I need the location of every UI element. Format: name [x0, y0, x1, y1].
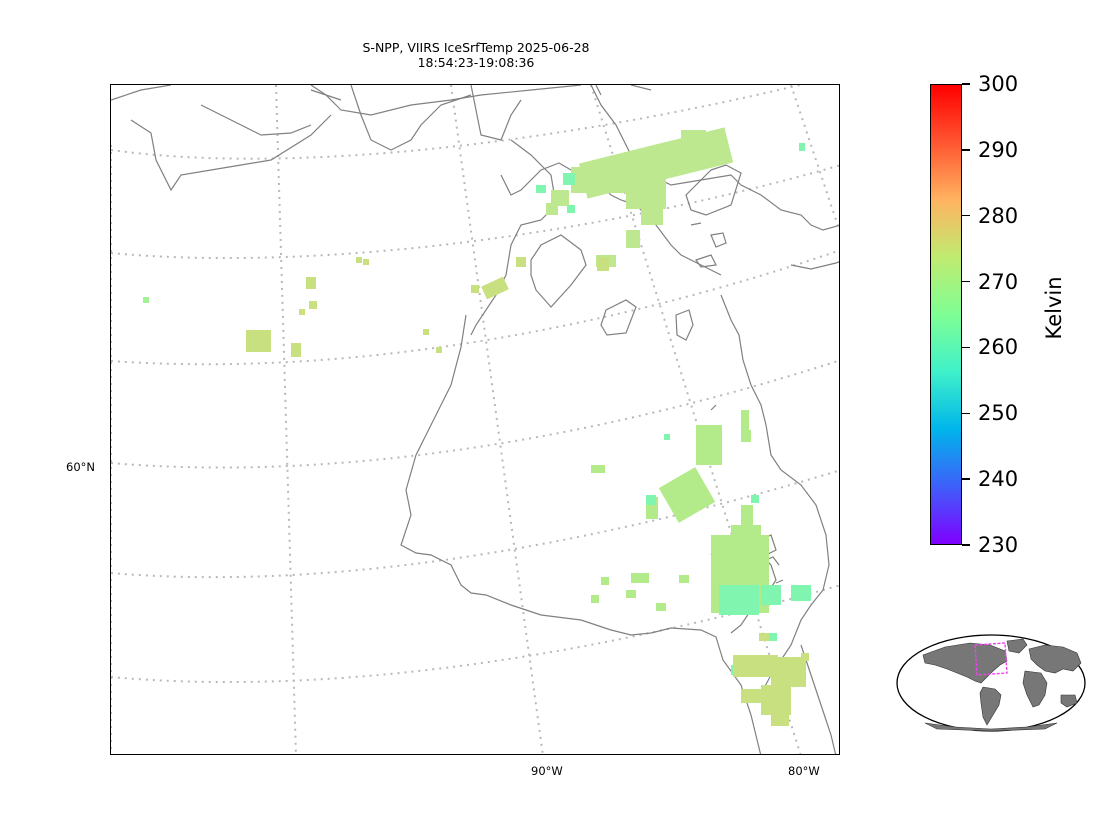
arctic-islands-west — [111, 85, 332, 192]
colorbar-tick-label: 300 — [978, 72, 1019, 96]
lat-line — [111, 359, 839, 469]
colorbar-title: Kelvin — [1042, 276, 1066, 340]
foxe-peninsula — [685, 164, 742, 216]
colorbar — [930, 84, 962, 545]
land-south-america — [979, 686, 1002, 726]
colorbar-tick-mark — [962, 544, 970, 546]
land-africa — [1022, 670, 1048, 708]
baffin-island — [310, 85, 582, 116]
colorbar-tick-label: 260 — [978, 335, 1019, 360]
land-australia — [1060, 694, 1078, 708]
land-antarctica — [924, 722, 1058, 732]
swath-pixels-cyan-south — [646, 434, 811, 675]
land-north-america — [922, 642, 1008, 684]
globe-land — [922, 638, 1082, 732]
swath-pixels-cyan — [536, 143, 805, 213]
inset-globe — [895, 633, 1087, 733]
colorbar-tick-label: 290 — [978, 137, 1019, 162]
colorbar-tick-mark — [962, 478, 970, 480]
lon-line — [275, 85, 297, 754]
small-islands — [690, 222, 727, 268]
hudson-bay-north-coast — [790, 261, 839, 270]
region-box — [974, 642, 1008, 676]
title-line-2: 18:54:23-19:08:36 — [417, 55, 535, 70]
mansel-island — [675, 309, 694, 341]
colorbar-tick-mark — [962, 214, 970, 217]
lon-line — [590, 85, 802, 754]
colorbar-tick-mark — [962, 149, 970, 151]
hudson-bay-coast — [400, 314, 762, 754]
swath-cluster-west — [143, 257, 369, 357]
lon-line — [790, 85, 839, 233]
hudson-bay-east-coast — [720, 294, 830, 691]
colorbar-tick-label: 270 — [978, 269, 1019, 294]
colorbar-tick-mark — [962, 412, 970, 415]
graticule — [111, 85, 839, 754]
northern-islands — [470, 85, 652, 141]
colorbar-tick-mark — [962, 83, 970, 85]
coats-island — [600, 299, 637, 336]
colorbar-tick-mark — [962, 346, 970, 349]
swath-cluster-southeast — [733, 633, 809, 726]
lon-label-90w: 90°W — [531, 764, 563, 778]
lat-line — [111, 584, 839, 684]
title-line-1: S-NPP, VIIRS IceSrfTemp 2025-06-28 — [362, 40, 590, 55]
colorbar-tick-label: 230 — [978, 533, 1019, 557]
foxe-basin — [590, 85, 839, 231]
southampton-island — [530, 234, 587, 308]
swath-cluster-hudson-bay — [591, 410, 769, 613]
lon-line — [450, 85, 544, 754]
swath-cluster-hudson-strait — [423, 257, 609, 353]
colorbar-tick-label: 250 — [978, 401, 1019, 426]
coastlines — [111, 85, 839, 754]
swath-pixels — [143, 127, 811, 726]
colorbar-tick-label: 240 — [978, 467, 1019, 492]
lat-label-60n: 60°N — [66, 460, 95, 474]
belcher-islands — [710, 404, 784, 584]
land-greenland — [1006, 638, 1028, 654]
swath-cluster-north — [546, 127, 734, 267]
lon-label-80w: 80°W — [788, 764, 820, 778]
lat-line — [111, 164, 839, 260]
arctic-islands-mid — [310, 85, 472, 151]
colorbar-tick-mark — [962, 280, 970, 283]
map-canvas — [111, 85, 839, 754]
map-panel[interactable] — [110, 84, 840, 755]
map-title: S-NPP, VIIRS IceSrfTemp 2025-06-28 18:54… — [276, 40, 676, 70]
melville-peninsula — [470, 139, 557, 336]
labrador-coast — [800, 644, 837, 754]
land-europe-asia — [1028, 644, 1082, 674]
colorbar-tick-label: 280 — [978, 203, 1019, 228]
